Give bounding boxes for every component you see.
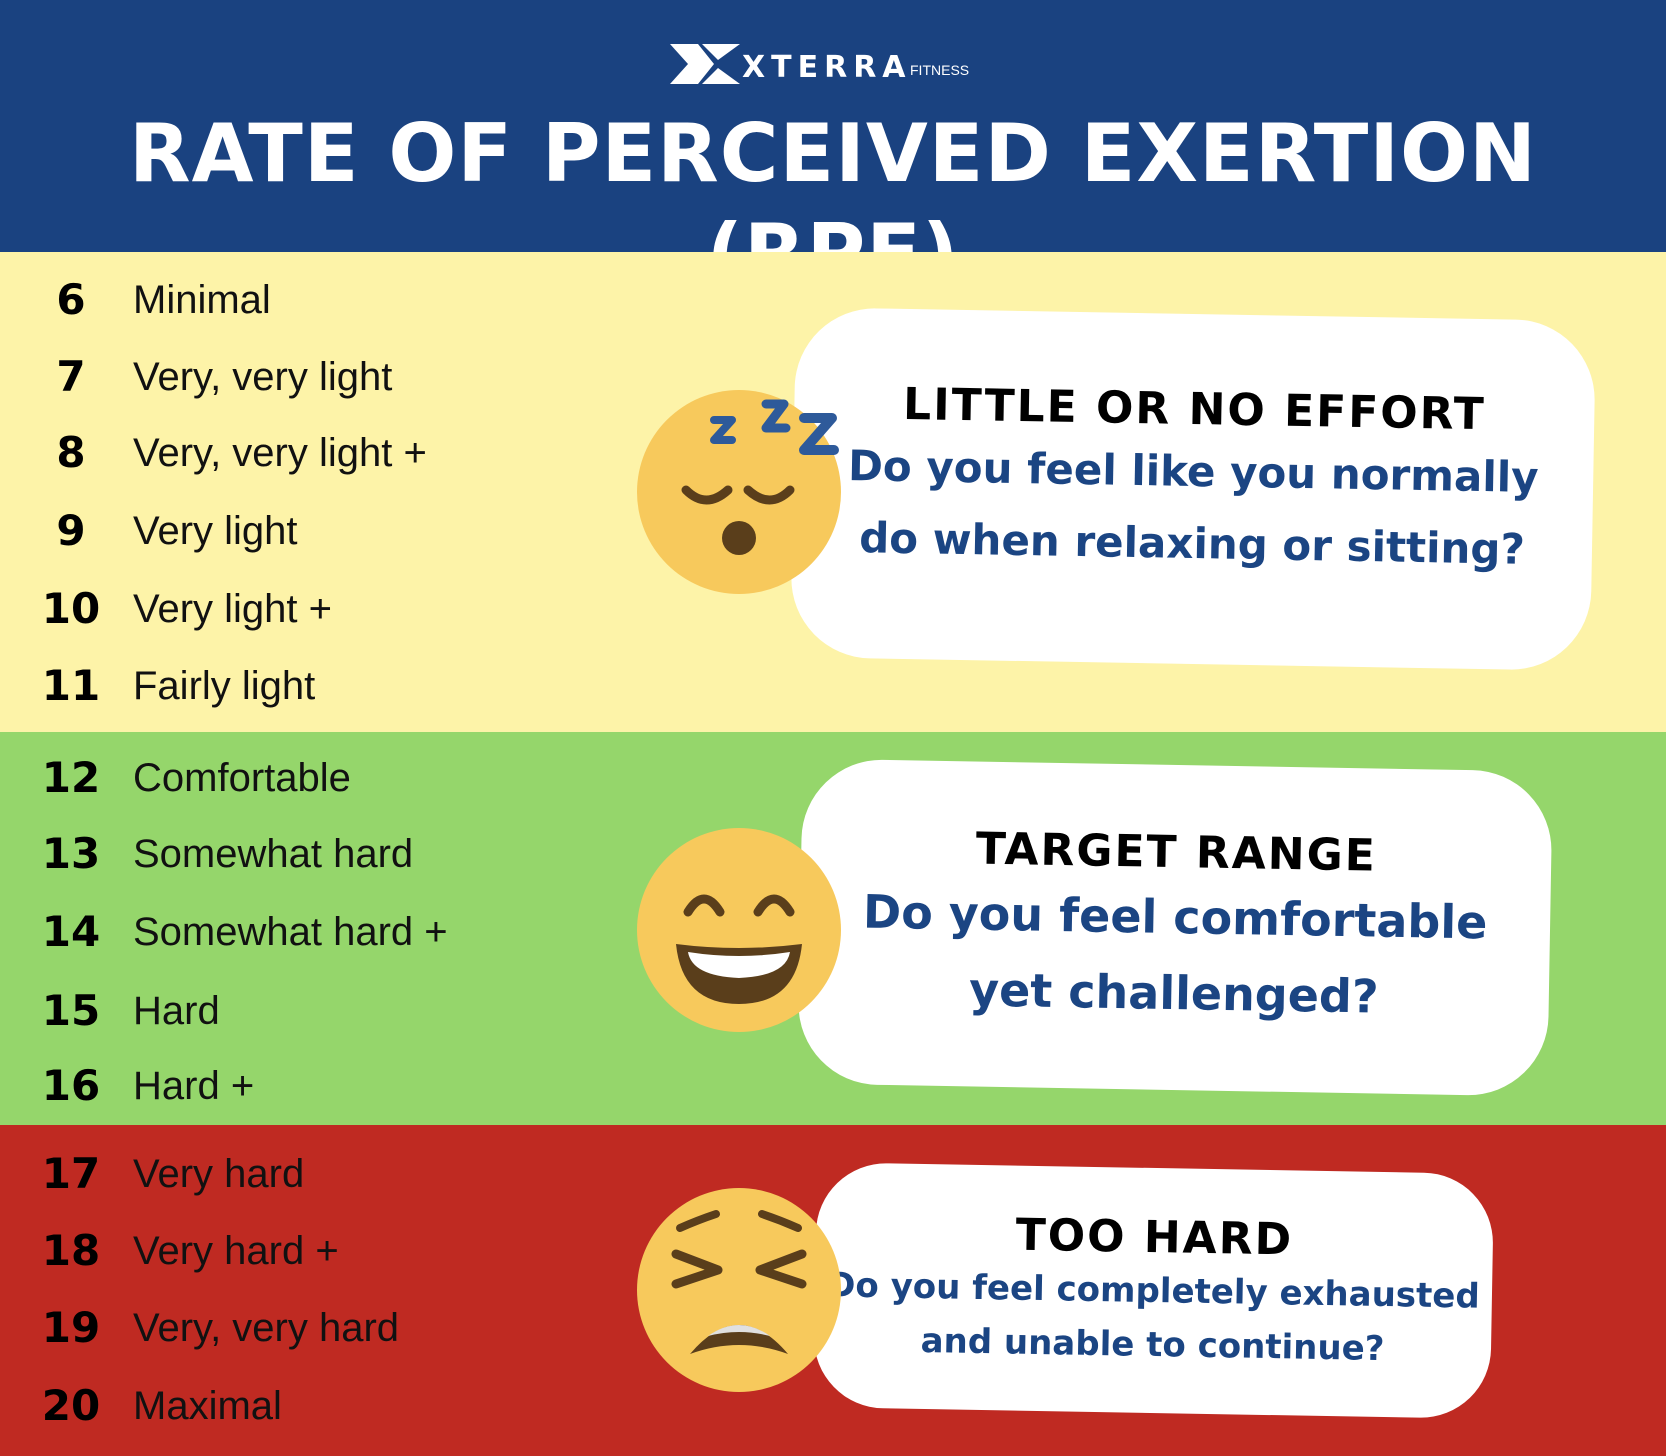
brand-name: XTERRA [742,50,912,85]
scale-row: 12 Comfortable [0,748,600,808]
scale-label: Very hard [133,1152,305,1196]
scale-row: 16 Hard + [0,1056,600,1116]
scale-value: 6 [56,275,86,324]
scale-value: 19 [41,1303,101,1352]
scale-label: Somewhat hard + [133,910,448,954]
scale-row: 6 Minimal [0,270,600,330]
zone-question-line1: Do you feel like you normally [847,440,1539,503]
zone-card-target: TARGET RANGE Do you feel comfortable yet… [797,758,1553,1097]
scale-label: Very hard + [133,1229,339,1273]
scale-value: 20 [41,1381,101,1430]
scale-value: 11 [41,661,101,710]
scale-value: 12 [41,753,101,802]
scale-row: 15 Hard [0,981,600,1041]
scale-label: Hard [133,989,220,1033]
scale-row: 11 Fairly light [0,656,600,716]
zzz-icon [710,399,839,455]
scale-label: Comfortable [133,756,351,800]
scale-row: 13 Somewhat hard [0,824,600,884]
scale-row: 9 Very light [0,501,600,561]
scale-row: 17 Very hard [0,1144,600,1204]
scale-label: Very, very light [133,355,393,399]
scale-row: 19 Very, very hard [0,1298,600,1358]
zone-question-line2: yet challenged? [968,962,1380,1024]
xterra-x-icon [670,44,740,84]
scale-label: Minimal [133,278,271,322]
scale-value: 7 [56,352,86,401]
zone-question-line2: do when relaxing or sitting? [858,513,1526,574]
grinning-face-icon [637,828,841,1032]
scale-label: Somewhat hard [133,832,414,876]
scale-label: Very, very light + [133,431,427,475]
scale-label: Very, very hard [133,1306,400,1350]
scale-value: 14 [41,907,101,956]
scale-value: 18 [41,1226,101,1275]
scale-value: 13 [41,829,101,878]
scale-value: 9 [56,506,86,555]
scale-row: 14 Somewhat hard + [0,902,600,962]
scale-label: Very light [133,509,298,553]
scale-row: 7 Very, very light [0,347,600,407]
scale-row: 8 Very, very light + [0,423,600,483]
scale-label: Hard + [133,1064,255,1108]
brand-sub: FITNESS [910,62,970,78]
scale-row: 18 Very hard + [0,1221,600,1281]
scale-label: Fairly light [133,664,316,708]
zone-question-line1: Do you feel comfortable [862,884,1488,950]
scale-value: 17 [41,1149,101,1198]
brand-logo: XTERRA FITNESS [668,40,998,88]
scale-label: Maximal [133,1384,282,1428]
scale-value: 16 [41,1061,101,1110]
zone-card-high: TOO HARD Do you feel completely exhauste… [812,1162,1495,1419]
tired-face-icon [637,1188,841,1392]
scale-value: 8 [56,428,86,477]
header: XTERRA FITNESS RATE OF PERCEIVED EXERTIO… [0,0,1666,300]
scale-value: 15 [41,986,101,1035]
scale-label: Very light + [133,587,333,631]
zone-card-low: LITTLE OR NO EFFORT Do you feel like you… [790,307,1596,671]
scale-value: 10 [41,584,101,633]
sleeping-face-icon [637,390,841,594]
scale-row: 10 Very light + [0,579,600,639]
scale-row: 20 Maximal [0,1376,600,1436]
